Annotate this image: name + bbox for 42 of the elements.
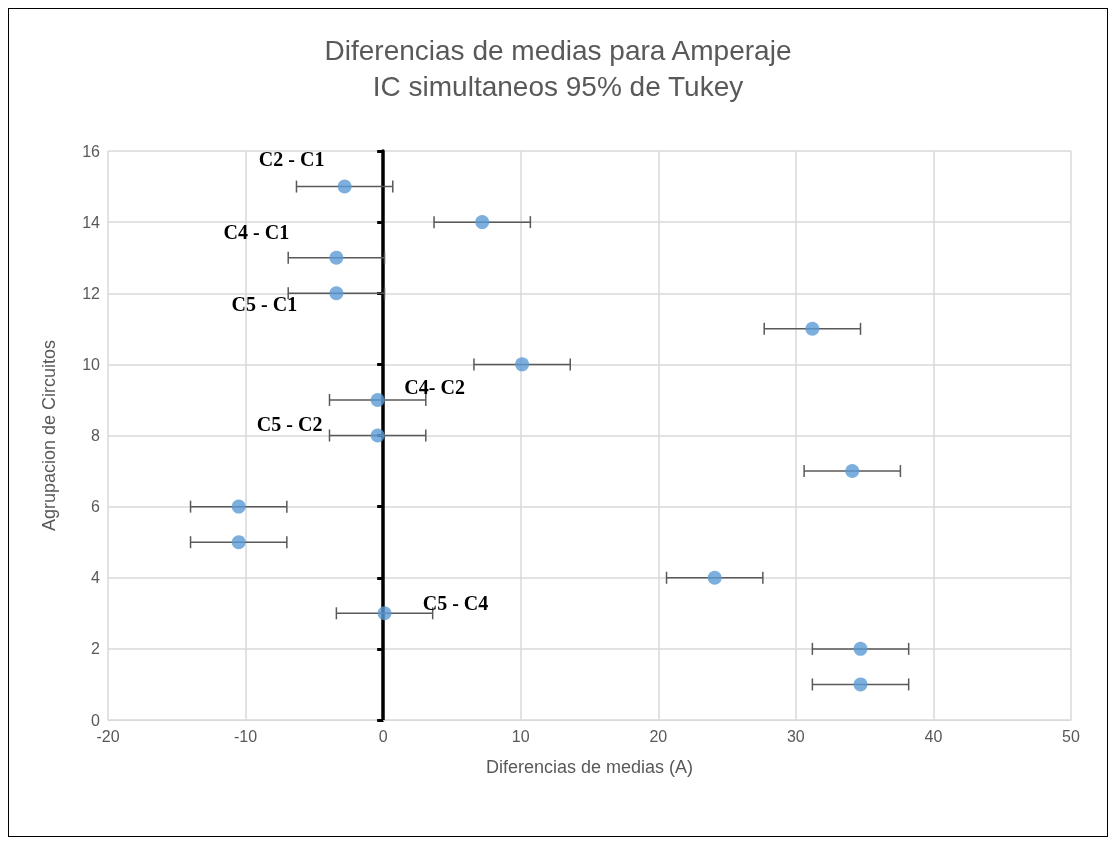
x-tick-label: 30 bbox=[786, 727, 805, 745]
y-tick-label: 10 bbox=[82, 355, 101, 373]
y-tick-label: 0 bbox=[91, 711, 101, 729]
point bbox=[337, 179, 352, 194]
y-tick-label: 16 bbox=[82, 142, 101, 160]
point bbox=[231, 535, 246, 550]
annotation: C5 - C1 bbox=[231, 293, 298, 316]
y-tick-label: 4 bbox=[91, 569, 101, 587]
point bbox=[231, 499, 246, 514]
chart-title: Diferencias de medias para Amperaje bbox=[324, 34, 792, 66]
point bbox=[707, 570, 722, 585]
annotation: C4- C2 bbox=[404, 375, 465, 398]
point bbox=[805, 321, 820, 336]
point bbox=[329, 286, 344, 301]
point bbox=[370, 428, 385, 443]
point bbox=[853, 677, 868, 692]
annotation: C4 - C1 bbox=[223, 220, 290, 243]
x-tick-label: 20 bbox=[649, 727, 668, 745]
point bbox=[475, 215, 490, 230]
point bbox=[845, 464, 860, 479]
y-tick-label: 12 bbox=[82, 284, 101, 302]
x-tick-label: 10 bbox=[511, 727, 530, 745]
x-tick-label: 50 bbox=[1062, 727, 1080, 745]
y-tick-label: 2 bbox=[91, 640, 101, 658]
x-tick-label: 0 bbox=[378, 727, 388, 745]
annotation: C5 - C2 bbox=[256, 412, 323, 435]
point bbox=[377, 606, 392, 621]
chart-subtitle: IC simultaneos 95% de Tukey bbox=[372, 70, 744, 102]
point bbox=[370, 392, 385, 407]
x-tick-label: -10 bbox=[234, 727, 258, 745]
point bbox=[515, 357, 530, 372]
x-axis-title: Diferencias de medias (A) bbox=[485, 757, 694, 777]
y-axis-title: Agrupacion de Circuitos bbox=[39, 339, 59, 532]
y-tick-label: 8 bbox=[91, 427, 101, 444]
y-tick-label: 14 bbox=[82, 213, 101, 231]
annotation: C5 - C4 bbox=[422, 592, 489, 615]
annotation: C2 - C1 bbox=[258, 147, 325, 170]
x-tick-label: 40 bbox=[924, 727, 943, 745]
point bbox=[329, 250, 344, 265]
x-tick-label: -20 bbox=[96, 727, 120, 745]
y-tick-label: 6 bbox=[91, 498, 101, 516]
point bbox=[853, 641, 868, 656]
